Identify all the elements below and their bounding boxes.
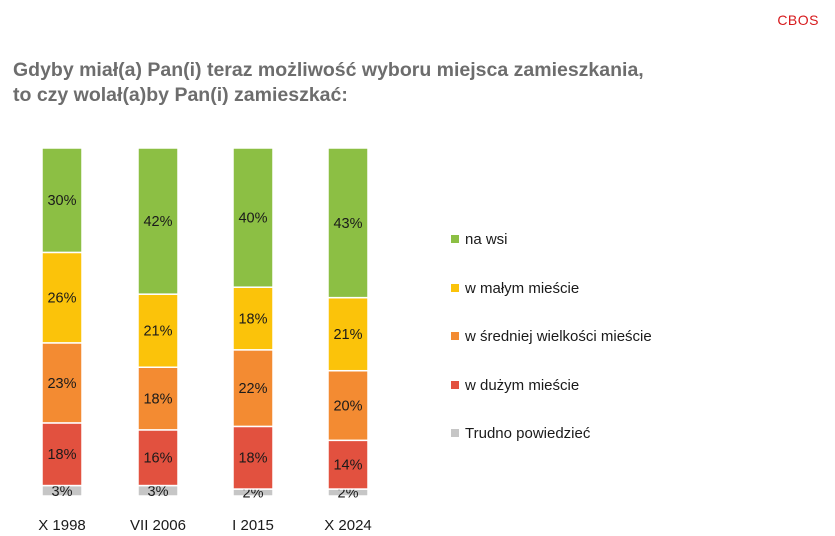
data-label-duzy-2: 18%	[238, 451, 267, 467]
cbos-logo: CBOS	[777, 12, 819, 28]
legend-item-maly: w małym mieście	[451, 279, 579, 299]
data-label-trudno-0: 3%	[52, 484, 73, 500]
chart-title: Gdyby miał(a) Pan(i) teraz możliwość wyb…	[13, 58, 773, 108]
legend-label-na_wsi: na wsi	[465, 231, 508, 248]
bar-segment-na_wsi-1	[137, 147, 179, 295]
legend-swatch-maly	[451, 283, 459, 292]
legend-item-sredni: w średniej wielkości mieście	[451, 327, 652, 347]
data-label-maly-2: 18%	[238, 312, 267, 328]
data-label-duzy-3: 14%	[333, 458, 362, 474]
x-tick-label-0: X 1998	[38, 517, 86, 534]
legend-label-maly: w małym mieście	[465, 279, 580, 297]
bar-segment-na_wsi-3	[327, 147, 369, 299]
x-tick-label-2: I 2015	[232, 517, 274, 534]
legend-label-sredni: w średniej wielkości mieście	[465, 328, 652, 345]
data-label-na_wsi-2: 40%	[238, 211, 267, 227]
bar-segment-sredni-3	[327, 369, 369, 442]
legend-swatch-duzy	[451, 380, 459, 389]
chart-title-line-2: to czy wolał(a)by Pan(i) zamieszkać:	[13, 84, 348, 106]
legend-item-trudno: Trudno powiedzieć	[451, 424, 590, 444]
bar-segment-duzy-3	[327, 439, 369, 490]
bar-segment-duzy-1	[137, 429, 179, 487]
legend-label-duzy: w dużym mieście	[465, 376, 580, 394]
data-label-maly-3: 21%	[333, 327, 362, 343]
data-label-trudno-1: 3%	[148, 484, 169, 500]
legend-swatch-trudno	[451, 429, 459, 437]
data-label-na_wsi-1: 42%	[143, 214, 172, 230]
data-label-duzy-0: 18%	[47, 447, 76, 463]
data-label-maly-0: 26%	[47, 291, 76, 307]
x-tick-label-3: X 2024	[324, 517, 372, 534]
x-tick-label-1: VII 2006	[130, 517, 186, 534]
bar-segment-na_wsi-2	[232, 147, 274, 288]
data-label-sredni-1: 18%	[143, 392, 172, 408]
bar-segment-sredni-2	[232, 349, 274, 428]
data-label-sredni-2: 22%	[238, 381, 267, 397]
bar-segment-maly-0	[41, 251, 83, 344]
legend-swatch-na_wsi	[451, 235, 459, 243]
legend-item-na_wsi: na wsi	[451, 230, 508, 250]
bar-segment-duzy-0	[41, 422, 83, 487]
data-label-na_wsi-0: 30%	[47, 193, 76, 209]
data-label-sredni-3: 20%	[333, 399, 362, 415]
chart-title-line-1: Gdyby miał(a) Pan(i) teraz możliwość wyb…	[13, 59, 644, 81]
bar-segment-sredni-1	[137, 366, 179, 431]
data-label-duzy-1: 16%	[143, 451, 172, 467]
bar-segment-maly-1	[137, 293, 179, 368]
data-label-sredni-0: 23%	[47, 376, 76, 392]
legend-label-trudno: Trudno powiedzieć	[465, 425, 591, 442]
data-label-maly-1: 21%	[143, 324, 172, 340]
bar-segment-maly-3	[327, 296, 369, 372]
bar-segment-maly-2	[232, 286, 274, 351]
legend-item-duzy: w dużym mieście	[451, 376, 579, 396]
bar-segment-na_wsi-0	[41, 147, 83, 254]
legend-swatch-sredni	[451, 332, 459, 340]
data-label-na_wsi-3: 43%	[333, 216, 362, 232]
